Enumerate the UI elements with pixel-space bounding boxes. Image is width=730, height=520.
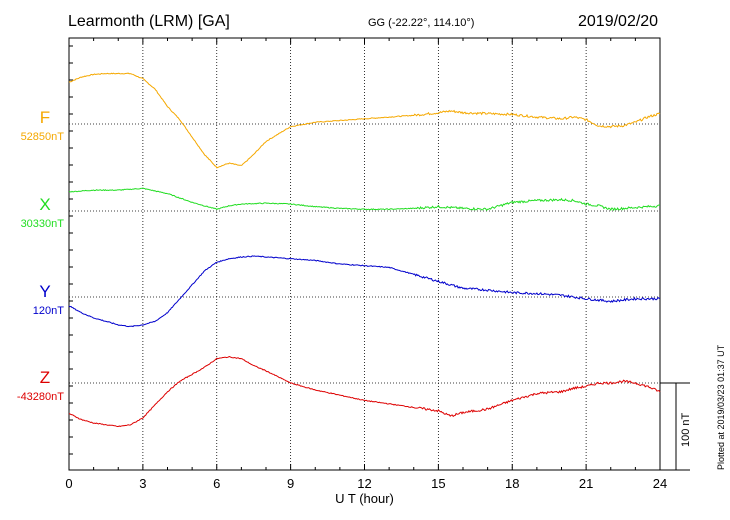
series-line-y [68,255,660,328]
component-y-baseline: 120nT [32,305,64,317]
station-title: Learmonth (LRM) [GA] [68,13,230,30]
scale-bar-label: 100 nT [680,412,692,447]
x-tick-label: 18 [505,476,519,491]
series-line-x [68,187,661,212]
series-line-z [68,355,661,428]
x-tick-label: 0 [65,476,72,491]
x-tick-label: 21 [579,476,593,491]
component-f-baseline: 52850nT [20,131,64,143]
plotted-timestamp: Plotted at 2019/03/23 01:37 UT [716,344,726,470]
component-z-baseline: -43280nT [16,391,64,403]
x-tick-label: 15 [431,476,445,491]
component-x-baseline: 30330nT [20,218,64,230]
x-tick-label: 3 [139,476,146,491]
x-tick-label: 9 [287,476,294,491]
x-tick-label: 6 [213,476,220,491]
date-label: 2019/02/20 [578,13,659,30]
x-tick-label: 12 [357,476,371,491]
component-f-letter: F [39,108,51,127]
component-y-letter: Y [39,282,51,301]
station-coordinates: GG (-22.22°, 114.10°) [368,17,475,29]
series-line-f [68,72,661,169]
x-axis-title: U T (hour) [335,491,394,506]
x-tick-label: 24 [653,476,667,491]
component-x-letter: X [39,195,51,214]
component-z-letter: Z [39,368,51,387]
